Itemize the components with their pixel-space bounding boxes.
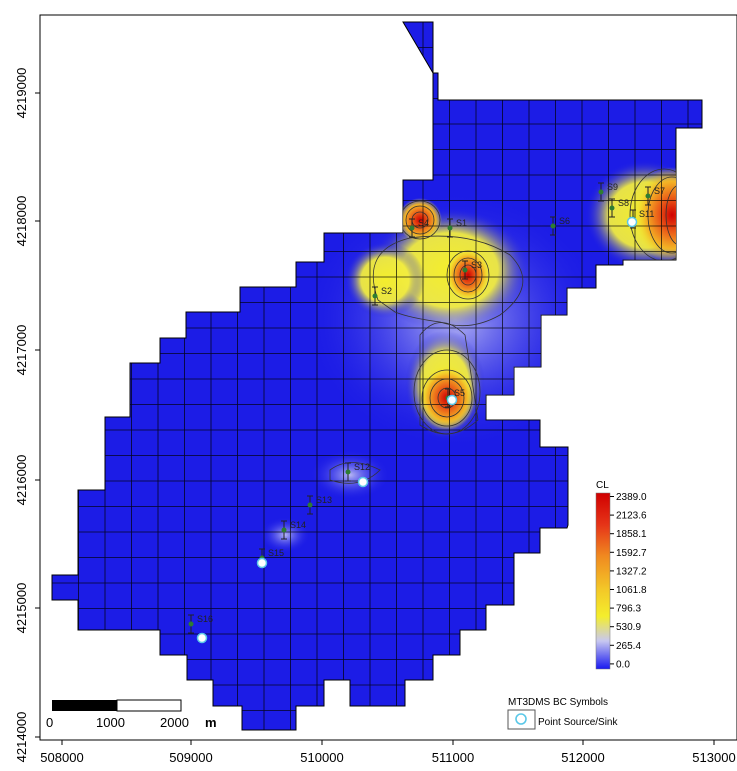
station-s13: S13 [307, 495, 332, 515]
station-label: S7 [654, 186, 665, 196]
scale-bar: 0 1000 2000 m [46, 699, 217, 730]
color-legend: CL 2389.0 2123.6 1858.1 1592.7 1327.2 1061.8 7… [595, 480, 647, 670]
station-s9: S9 [598, 182, 618, 202]
station-label: S3 [471, 260, 482, 270]
station-s8: S8 [609, 198, 629, 218]
station-label: S4 [418, 218, 429, 228]
station-s1: S1 [447, 218, 467, 238]
plume-s12-pale [310, 450, 390, 500]
station-label: S14 [290, 520, 306, 530]
station-s16: S16 [188, 614, 213, 634]
station-label: S2 [381, 286, 392, 296]
point-source-sink-marker [256, 557, 268, 569]
station-label: S9 [607, 182, 618, 192]
bc-symbols-legend: MT3DMS BC Symbols Point Source/Sink [507, 697, 618, 730]
scale-label-1000: 1000 [96, 715, 125, 730]
y-tick-label: 4219000 [14, 68, 29, 119]
bc-symbols-title: MT3DMS BC Symbols [508, 697, 608, 708]
point-source-sink-marker [446, 394, 458, 406]
point-source-sink-marker [357, 476, 369, 488]
plot-frame [39, 14, 737, 741]
station-label: S12 [354, 462, 370, 472]
station-label: S15 [268, 548, 284, 558]
station-label: S11 [639, 209, 654, 219]
scale-label-0: 0 [46, 715, 53, 730]
station-label: S5 [454, 388, 465, 398]
y-tick-label: 4218000 [14, 196, 29, 247]
station-marker [645, 193, 651, 199]
legend-value-label: 1327.2 [616, 566, 647, 577]
station-s3: S3 [462, 260, 482, 280]
legend-value-label: 265.4 [616, 641, 641, 652]
bc-symbols-item: Point Source/Sink [538, 717, 618, 728]
station-marker [409, 225, 415, 231]
y-tick-label: 4216000 [14, 455, 29, 506]
x-tick-label: 510000 [300, 750, 343, 765]
legend-value-label: 1061.8 [616, 585, 647, 596]
legend-value-label: 530.9 [616, 622, 641, 633]
station-marker [609, 205, 615, 211]
station-marker [372, 293, 378, 299]
hotspot-s3 [446, 249, 490, 301]
y-axis: 4219000 4218000 4217000 4216000 4215000 42140… [14, 68, 40, 763]
y-tick-label: 4214000 [14, 712, 29, 763]
station-s6: S6 [550, 216, 570, 236]
scale-label-2000: 2000 [160, 715, 189, 730]
station-marker [447, 225, 453, 231]
legend-value-label: 2389.0 [616, 492, 647, 503]
y-tick-label: 4215000 [14, 583, 29, 634]
legend-value-label: 0.0 [616, 659, 630, 670]
legend-value-label: 1858.1 [616, 529, 647, 540]
station-label: S8 [618, 198, 629, 208]
station-s7: S7 [645, 186, 665, 206]
point-source-sink-marker [626, 216, 638, 228]
scale-bar-white [116, 699, 182, 712]
legend-value-label: 1592.7 [616, 548, 647, 559]
station-marker [598, 189, 604, 195]
station-marker [550, 223, 556, 229]
x-tick-label: 508000 [40, 750, 83, 765]
legend-value-label: 796.3 [616, 604, 641, 615]
x-tick-label: 509000 [169, 750, 212, 765]
plume-s2-yellow [345, 242, 425, 318]
station-label: S16 [197, 614, 213, 624]
station-label: S13 [316, 495, 332, 505]
station-s14: S14 [281, 520, 306, 540]
station-label: S1 [456, 218, 467, 228]
bc-symbols-box [507, 709, 536, 730]
station-label: S6 [559, 216, 570, 226]
x-tick-label: 512000 [561, 750, 604, 765]
station-s4: S4 [409, 218, 429, 238]
point-source-sink-marker [196, 632, 208, 644]
station-marker [281, 527, 287, 533]
station-marker [345, 469, 351, 475]
legend-value-label: 2123.6 [616, 511, 647, 522]
legend-title: CL [596, 480, 609, 491]
station-marker [462, 267, 468, 273]
station-marker [188, 621, 194, 627]
scale-unit: m [205, 715, 217, 730]
station-s12: S12 [345, 462, 370, 482]
scale-bar-black [52, 700, 117, 711]
legend-colorbar [595, 492, 611, 670]
point-source-sink-icon [515, 713, 527, 725]
plume-s14-pale [260, 517, 310, 553]
station-marker [307, 502, 313, 508]
hotspot-s1 [398, 198, 442, 242]
x-tick-label: 513000 [692, 750, 735, 765]
station-s2: S2 [372, 286, 392, 306]
y-tick-label: 4217000 [14, 325, 29, 376]
x-tick-label: 511000 [432, 750, 474, 765]
model-domain [51, 21, 703, 731]
x-axis: 508000 509000 510000 511000 512000 513000 [40, 740, 736, 765]
